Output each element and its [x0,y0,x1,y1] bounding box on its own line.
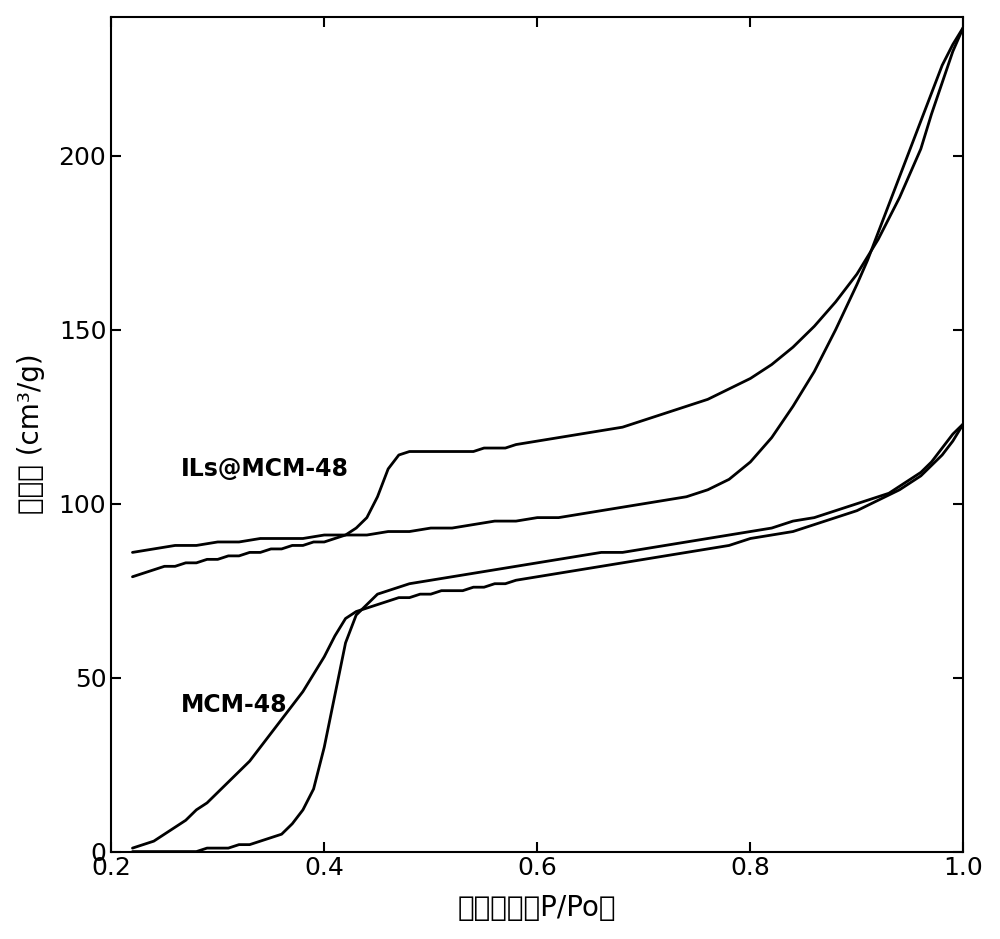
X-axis label: 相对压力（P/Po）: 相对压力（P/Po） [458,894,617,922]
Text: MCM-48: MCM-48 [180,693,287,717]
Y-axis label: 吸附量 (cm³/g): 吸附量 (cm³/g) [17,354,45,515]
Text: ILs@MCM-48: ILs@MCM-48 [180,457,348,481]
